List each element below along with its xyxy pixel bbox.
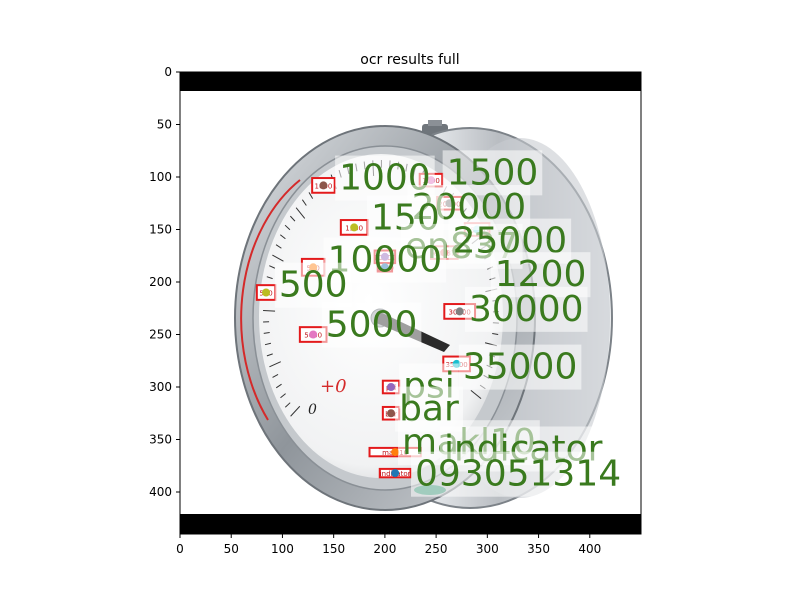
y-tick-label: 250 <box>149 328 172 342</box>
ocr-label-background <box>410 451 626 497</box>
gauge-tick <box>269 361 281 368</box>
ocr-label: 35000 <box>458 344 582 390</box>
ocr-label-text: 5000 <box>326 305 418 346</box>
gauge-tick <box>280 393 286 399</box>
detection-point <box>350 223 359 232</box>
gauge-tick <box>290 405 301 417</box>
gauge-tick <box>275 383 282 389</box>
gauge-tick <box>264 342 272 346</box>
x-tick-label: 150 <box>322 542 345 556</box>
ocr-label-text: 093051314 <box>415 454 621 495</box>
axes-frame <box>179 71 642 535</box>
ocr-label-layer: 1000150020000150en8372500010000120050030… <box>274 150 626 497</box>
x-tick-label: 300 <box>476 542 499 556</box>
ocr-label-text: 35000 <box>463 347 578 388</box>
x-tick-label: 100 <box>271 542 294 556</box>
y-axis: 0 50 100 150 200 250 300 350 400 <box>149 65 180 499</box>
gauge-tick <box>269 265 276 269</box>
x-tick-label: 0 <box>176 542 184 556</box>
gauge-tick <box>272 254 284 262</box>
ocr-label-text: 500 <box>279 265 348 306</box>
top-black-band <box>180 72 641 91</box>
y-tick-label: 300 <box>149 380 172 394</box>
svg-text:+0: +0 <box>320 376 347 397</box>
y-tick-label: 50 <box>157 118 172 132</box>
bottom-black-band <box>180 514 641 534</box>
detection-point <box>455 307 464 316</box>
gauge-tick <box>263 332 270 334</box>
detection-point <box>391 448 400 457</box>
ocr-label: 093051314 <box>410 451 626 497</box>
ocr-label-background <box>321 302 422 348</box>
ocr-label: 5000 <box>321 302 422 348</box>
gauge-tick <box>275 244 282 249</box>
detection-point <box>387 383 396 391</box>
chart-title: ocr results full <box>360 52 459 68</box>
x-tick-label: 50 <box>224 542 239 556</box>
gauge-tick <box>266 353 273 357</box>
gauge-tick <box>301 199 307 206</box>
detection-point <box>309 330 318 339</box>
gauge-tick <box>284 402 291 408</box>
x-tick-label: 400 <box>578 542 601 556</box>
x-axis: 0 50 100 150 200 250 300 350 400 <box>176 534 601 556</box>
x-tick-label: 200 <box>373 542 396 556</box>
y-tick-label: 150 <box>149 223 172 237</box>
x-tick-label: 250 <box>425 542 448 556</box>
gauge-tick <box>272 373 279 378</box>
x-tick-label: 350 <box>527 542 550 556</box>
y-tick-label: 200 <box>149 275 172 289</box>
y-tick-label: 350 <box>149 433 172 447</box>
detection-point <box>387 409 396 418</box>
gauge-tick <box>295 207 306 219</box>
y-tick-label: 0 <box>164 65 172 79</box>
detection-point <box>262 288 271 297</box>
ocr-label-text: 30000 <box>469 289 584 330</box>
gauge-tick <box>284 224 291 231</box>
gauge-tick <box>308 192 314 199</box>
detection-point <box>319 181 328 190</box>
ocr-label-background <box>458 344 582 390</box>
gauge-tick <box>279 234 286 240</box>
y-tick-label: 400 <box>149 485 172 499</box>
gauge-tick <box>492 333 499 335</box>
ocr-label-background <box>274 262 352 308</box>
detection-point <box>391 469 400 478</box>
gauge-tick <box>470 390 482 400</box>
y-tick-label: 100 <box>149 170 172 184</box>
svg-text:0: 0 <box>308 402 317 418</box>
gauge-tick <box>266 276 273 280</box>
ocr-label: 30000 <box>464 286 588 332</box>
ocr-label: 500 <box>274 262 352 308</box>
gauge-tick <box>289 215 296 222</box>
ocr-label-background <box>464 286 588 332</box>
gauge-tick <box>263 310 276 312</box>
